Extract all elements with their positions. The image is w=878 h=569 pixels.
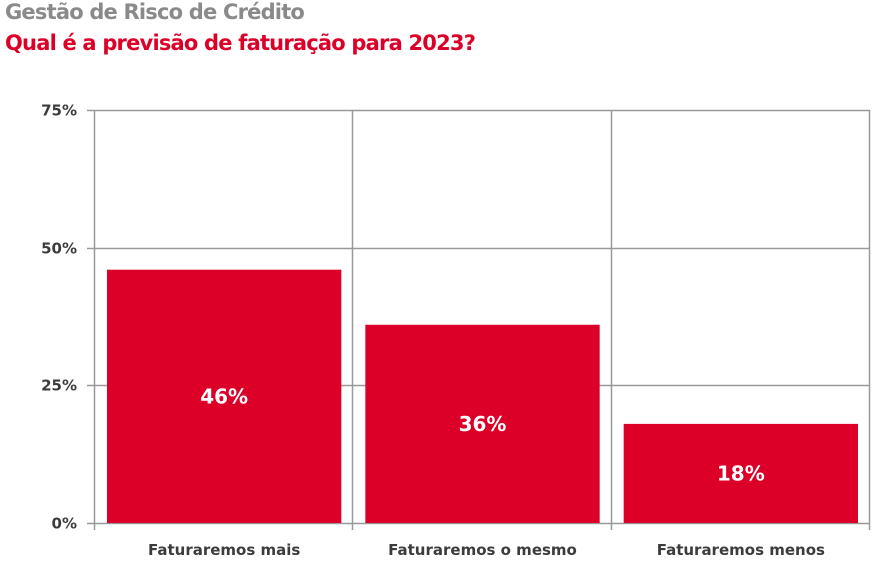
bar-2 [365, 324, 600, 523]
data-label: 46% [200, 384, 248, 408]
chart-supertitle: Gestão de Risco de Crédito [5, 0, 305, 24]
data-label: 18% [717, 461, 765, 485]
y-tick-label: 25% [41, 377, 77, 395]
grid-lines [87, 109, 871, 530]
x-tick-label: Faturaremos menos [657, 541, 825, 559]
chart-title: Qual é a previsão de faturação para 2023… [5, 31, 476, 55]
labels: 0% 25% 50% 75% 46% Faturaremos mais 36% Faturar… [41, 102, 825, 560]
x-tick-label: Faturaremos o mesmo [388, 541, 577, 559]
data-label: 36% [459, 412, 507, 436]
y-tick-label: 0% [52, 515, 77, 533]
bars [107, 269, 858, 523]
bar-1 [107, 269, 342, 523]
x-tick-label: Faturaremos mais [148, 541, 300, 559]
y-tick-label: 75% [41, 102, 77, 120]
y-tick-label: 50% [41, 240, 77, 258]
bar-3 [623, 423, 858, 523]
